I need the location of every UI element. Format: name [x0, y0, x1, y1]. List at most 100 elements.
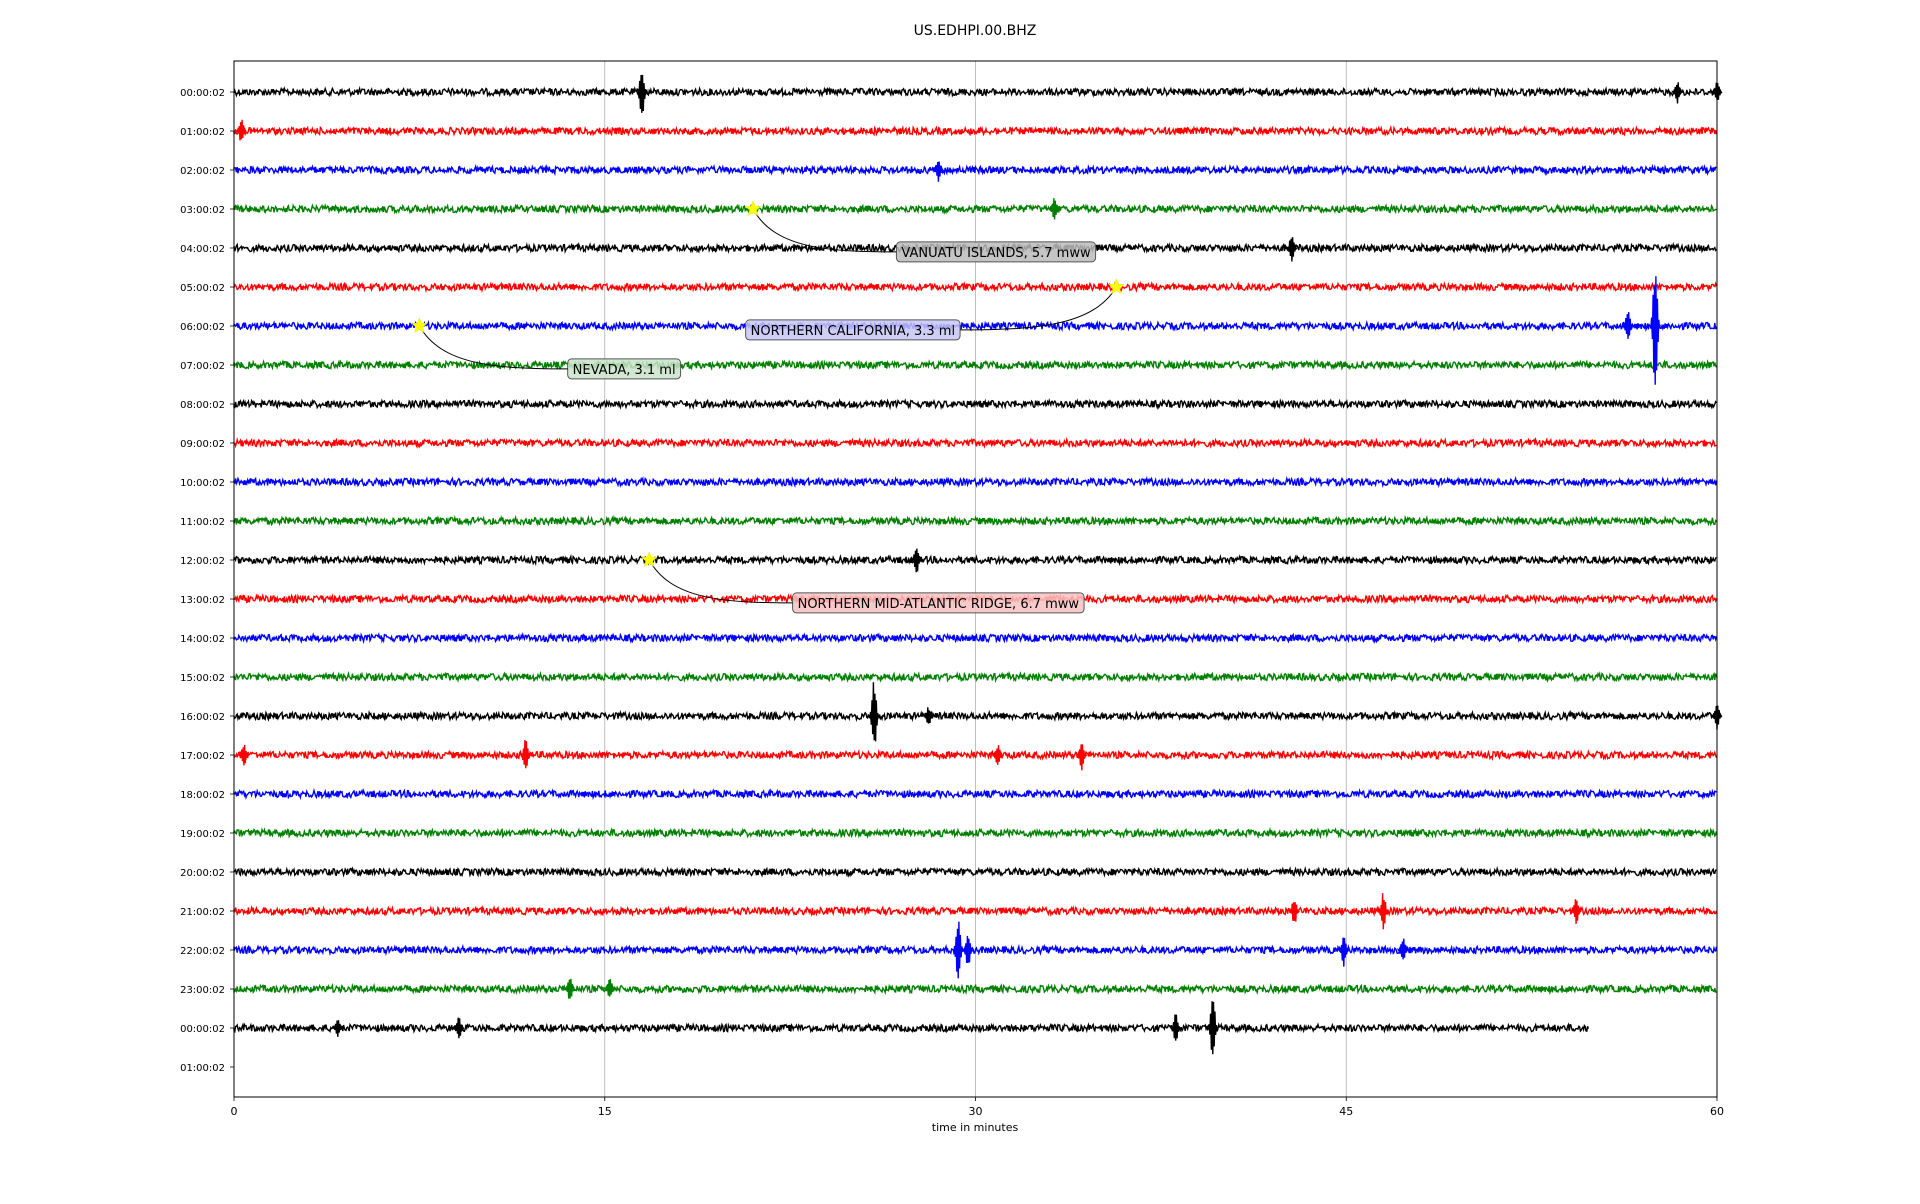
trace-spike	[910, 548, 922, 573]
trace-spike	[922, 707, 934, 724]
event-annotation: VANUATU ISLANDS, 5.7 mww	[744, 200, 1097, 263]
row-label: 00:00:02	[180, 1024, 225, 1035]
trace-line	[233, 631, 1718, 645]
trace-spike	[453, 1017, 465, 1039]
trace-spike	[604, 979, 616, 997]
event-label: NORTHERN MID-ATLANTIC RIDGE, 6.7 mww	[798, 597, 1080, 612]
trace-spike	[332, 1020, 344, 1037]
event-label: NORTHERN CALIFORNIA, 3.3 ml	[751, 324, 955, 339]
trace-spike	[932, 161, 944, 182]
row-labels: 00:00:02 01:00:02 02:00:02 03:00:02 04:00:02…	[180, 88, 234, 1074]
event-label: NEVADA, 3.1 ml	[573, 363, 676, 378]
trace-spike	[1286, 237, 1298, 262]
row-label: 22:00:02	[180, 946, 225, 957]
row-label: 18:00:02	[180, 790, 225, 801]
event-label-box	[895, 241, 1097, 263]
trace-spike	[952, 921, 964, 979]
trace-line	[233, 826, 1718, 840]
event-layer: VANUATU ISLANDS, 5.7 mww NORTHERN CALIFOR…	[411, 200, 1125, 614]
x-tick-label: 15	[598, 1105, 612, 1118]
trace-line	[233, 280, 1718, 294]
trace-spike	[636, 74, 648, 113]
trace-spike	[1649, 276, 1661, 385]
event-star-marker	[744, 200, 762, 217]
event-annotation: NEVADA, 3.1 ml	[411, 317, 682, 380]
trace-spike	[992, 745, 1004, 765]
row-label: 00:00:02	[180, 88, 225, 99]
trace-line	[233, 85, 1717, 99]
trace-spike	[564, 978, 576, 999]
row-label: 02:00:02	[180, 166, 225, 177]
trace-line	[233, 943, 1718, 957]
trace-spike	[520, 739, 532, 769]
trace-spike	[1397, 938, 1409, 960]
event-label-box	[745, 319, 961, 341]
chart-title: US.EDHPI.00.BHZ	[914, 23, 1037, 39]
trace-line	[233, 202, 1717, 216]
trace-line	[233, 514, 1717, 527]
trace-line	[233, 436, 1717, 450]
trace-spike	[1207, 1001, 1219, 1055]
grid-lines	[604, 61, 1347, 1097]
trace-line	[233, 787, 1717, 801]
trace-line	[233, 397, 1717, 411]
row-label: 17:00:02	[180, 751, 225, 762]
row-label: 04:00:02	[180, 244, 225, 255]
row-label: 08:00:02	[180, 400, 225, 411]
row-label: 11:00:02	[180, 517, 225, 528]
trace-line	[233, 670, 1718, 684]
trace-line	[233, 475, 1718, 489]
trace-line	[233, 124, 1718, 137]
event-star-marker	[1108, 278, 1125, 295]
row-label: 21:00:02	[180, 907, 225, 918]
row-label: 20:00:02	[180, 868, 225, 879]
trace-spike	[868, 682, 880, 742]
event-connector	[752, 208, 897, 253]
row-label: 05:00:02	[180, 283, 225, 294]
row-label: 01:00:02	[180, 127, 225, 138]
x-ticks: 0 15 30 45 60	[231, 1097, 1724, 1118]
trace-layer	[233, 74, 1723, 1055]
row-label: 07:00:02	[180, 361, 225, 372]
event-annotation: NORTHERN CALIFORNIA, 3.3 ml	[745, 278, 1125, 341]
event-connector	[418, 325, 568, 370]
trace-line	[233, 865, 1717, 879]
event-star-marker	[411, 317, 428, 334]
row-label: 01:00:02	[180, 1063, 225, 1074]
trace-spike	[1170, 1014, 1182, 1041]
trace-spike	[1570, 899, 1582, 924]
trace-line	[233, 904, 1718, 918]
row-label: 16:00:02	[180, 712, 225, 723]
trace-spike	[235, 119, 247, 141]
trace-spike	[1076, 744, 1088, 771]
x-tick-label: 0	[231, 1105, 238, 1118]
trace-line	[233, 163, 1717, 177]
row-label: 23:00:02	[180, 985, 225, 996]
x-axis-label: time in minutes	[932, 1121, 1019, 1134]
trace-line	[233, 748, 1718, 762]
trace-line	[233, 982, 1717, 996]
x-tick-label: 30	[969, 1105, 983, 1118]
trace-line	[233, 319, 1718, 333]
trace-spike	[1288, 902, 1300, 922]
row-label: 03:00:02	[180, 205, 225, 216]
trace-spike	[238, 744, 250, 766]
row-label: 09:00:02	[180, 439, 225, 450]
row-label: 15:00:02	[180, 673, 225, 684]
plot-frame	[233, 60, 1718, 1098]
trace-spike	[1622, 312, 1634, 339]
x-tick-label: 45	[1339, 1105, 1353, 1118]
trace-line	[233, 358, 1718, 372]
trace-spike	[1671, 82, 1683, 104]
trace-line	[233, 709, 1718, 723]
event-star-marker	[640, 551, 658, 568]
trace-spike	[1377, 893, 1389, 930]
row-label: 19:00:02	[180, 829, 225, 840]
row-label: 12:00:02	[180, 556, 225, 567]
row-label: 10:00:02	[180, 478, 225, 489]
event-label: VANUATU ISLANDS, 5.7 mww	[901, 246, 1091, 261]
event-connector	[648, 559, 793, 604]
trace-spike	[1338, 937, 1350, 967]
